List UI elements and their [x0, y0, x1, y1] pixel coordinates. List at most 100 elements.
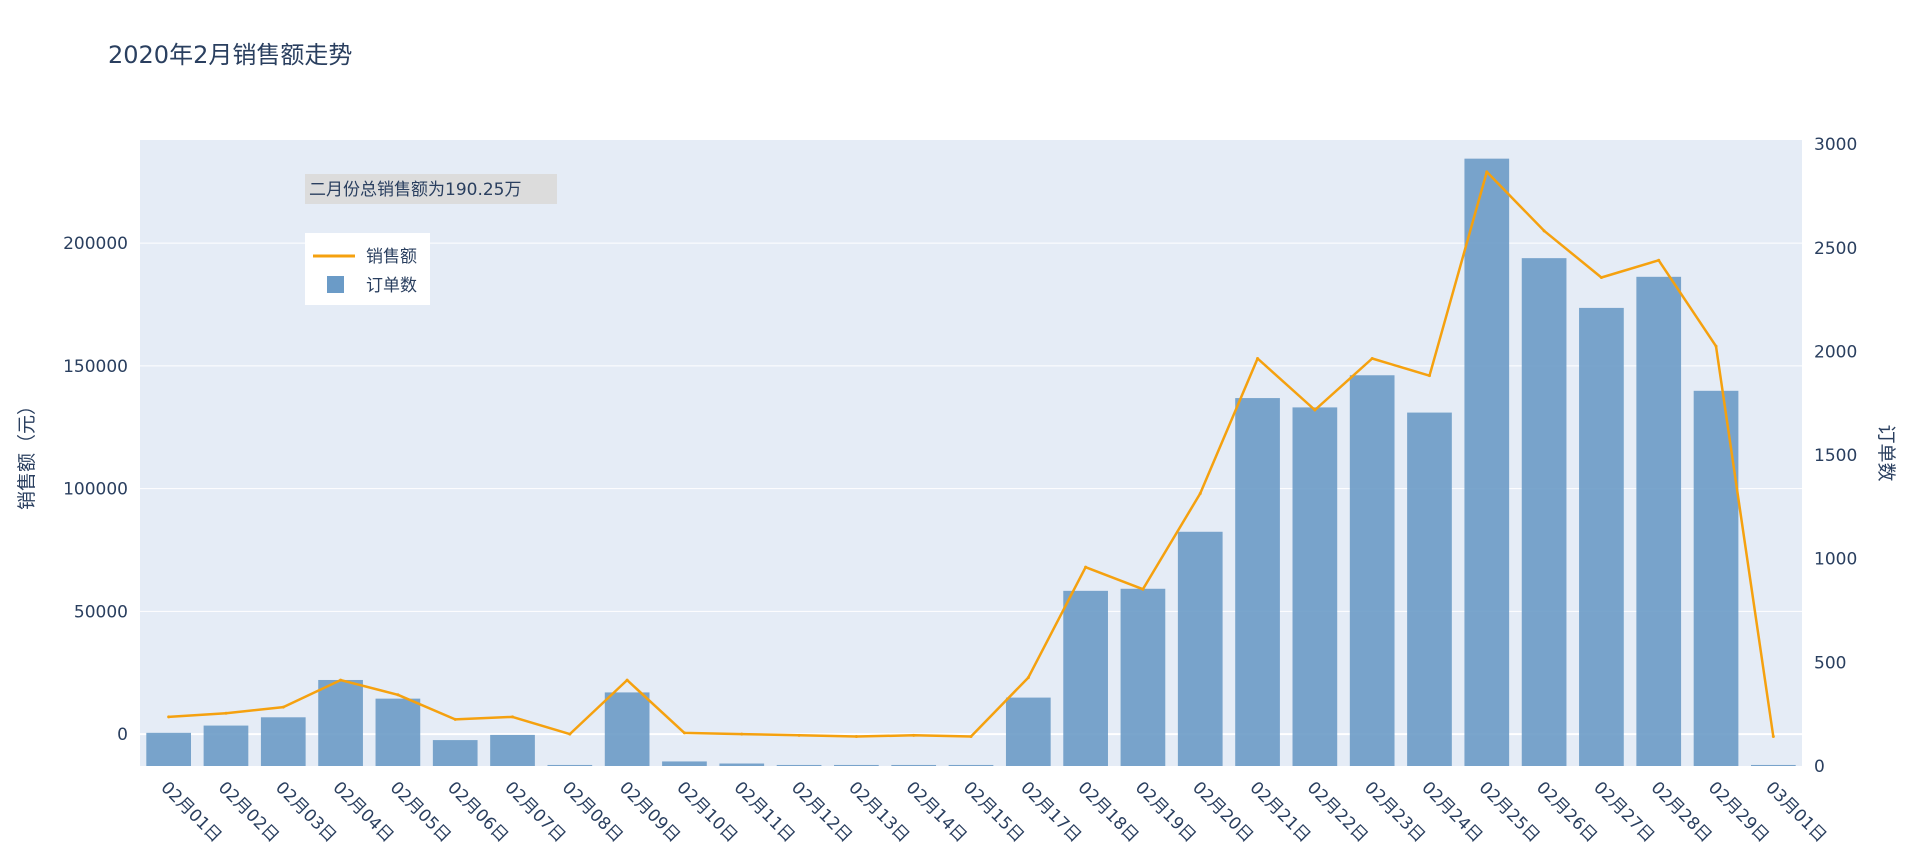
x-tick-label-02月29日: 02月29日	[1704, 778, 1773, 847]
bar-02月07日	[490, 734, 535, 766]
bar-02月27日	[1579, 307, 1624, 766]
bar-02月09日	[604, 692, 650, 766]
sales-point-02月10日	[682, 731, 686, 735]
sales-point-02月05日	[396, 693, 400, 697]
sales-point-02月19日	[1141, 587, 1145, 591]
x-tick-label-02月04日: 02月04日	[329, 778, 398, 847]
x-tick-label-02月22日: 02月22日	[1303, 778, 1372, 847]
sales-point-02月11日	[740, 732, 744, 736]
chart-title: 2020年2月销售额走势	[108, 41, 352, 69]
bar-02月02日	[203, 725, 249, 766]
x-tick-label-02月19日: 02月19日	[1131, 778, 1200, 847]
sales-point-02月03日	[281, 705, 285, 709]
sales-point-02月09日	[625, 678, 629, 682]
bar-02月13日	[834, 764, 879, 766]
x-tick-label-02月10日: 02月10日	[672, 778, 741, 847]
x-tick-label-02月26日: 02月26日	[1532, 778, 1601, 847]
bar-02月22日	[1292, 407, 1338, 766]
x-tick-label-02月05日: 02月05日	[386, 778, 455, 847]
sales-point-02月24日	[1427, 374, 1431, 378]
x-tick-label-02月28日: 02月28日	[1647, 778, 1716, 847]
right-tick-label-1500: 1500	[1814, 446, 1857, 466]
bar-02月26日	[1521, 258, 1567, 766]
x-tick-label-02月09日: 02月09日	[615, 778, 684, 847]
x-tick-label-02月06日: 02月06日	[443, 778, 512, 847]
bar-02月08日	[547, 764, 593, 766]
sales-point-02月29日	[1714, 344, 1718, 348]
annotation-box: 二月份总销售额为190.25万	[305, 174, 557, 204]
bar-02月11日	[719, 763, 765, 766]
right-tick-label-3000: 3000	[1814, 135, 1857, 155]
x-tick-label-02月23日: 02月23日	[1360, 778, 1429, 847]
annotation-background	[305, 174, 557, 204]
bar-02月01日	[146, 732, 192, 766]
bar-02月03日	[260, 717, 306, 766]
sales-point-02月26日	[1542, 229, 1546, 233]
bar-02月17日	[1005, 697, 1051, 766]
legend[interactable]: 销售额 订单数	[305, 233, 430, 305]
sales-point-02月18日	[1084, 565, 1088, 569]
x-tick-label-02月20日: 02月20日	[1188, 778, 1257, 847]
bar-02月06日	[432, 740, 478, 766]
sales-point-02月06日	[453, 717, 457, 721]
legend-item-orders[interactable]: 订单数	[327, 276, 417, 296]
bar-02月04日	[318, 679, 363, 766]
left-tick-label-100000: 100000	[63, 480, 128, 500]
x-tick-label-02月18日: 02月18日	[1074, 778, 1143, 847]
bar-02月24日	[1407, 412, 1452, 766]
sales-point-02月02日	[224, 711, 228, 715]
line-series-sales	[167, 170, 1775, 739]
bar-02月05日	[375, 698, 421, 766]
legend-label-sales: 销售额	[366, 247, 417, 267]
left-axis-ticks: 0 50000 100000 150000 200000	[63, 234, 128, 745]
right-tick-label-0: 0	[1814, 757, 1825, 777]
sales-point-02月15日	[969, 735, 973, 739]
left-tick-label-50000: 50000	[74, 602, 128, 622]
left-tick-label-200000: 200000	[63, 234, 128, 254]
sales-point-02月23日	[1370, 356, 1374, 360]
legend-item-sales[interactable]: 销售额	[313, 247, 417, 267]
bar-02月20日	[1177, 531, 1223, 766]
bar-02月18日	[1063, 590, 1108, 766]
left-axis-title: 销售额（元）	[16, 396, 38, 510]
right-axis-ticks: 0 500 1000 1500 2000 2500 3000	[1814, 135, 1857, 777]
x-tick-label-02月03日: 02月03日	[271, 778, 340, 847]
sales-point-02月01日	[167, 715, 171, 719]
x-tick-label-02月12日: 02月12日	[787, 778, 856, 847]
sales-point-02月25日	[1485, 170, 1489, 174]
bar-03月01日	[1750, 764, 1796, 766]
bar-02月25日	[1464, 158, 1510, 766]
left-tick-label-0: 0	[117, 725, 128, 745]
sales-point-02月21日	[1256, 356, 1260, 360]
right-tick-label-1000: 1000	[1814, 550, 1857, 570]
sales-point-02月07日	[511, 715, 515, 719]
x-tick-label-02月27日: 02月27日	[1589, 778, 1658, 847]
bar-02月21日	[1235, 398, 1280, 766]
x-tick-label-02月15日: 02月15日	[959, 778, 1028, 847]
x-tick-label-02月02日: 02月02日	[214, 778, 283, 847]
right-tick-label-2500: 2500	[1814, 239, 1857, 259]
x-tick-label-03月01日: 03月01日	[1761, 778, 1830, 847]
sales-point-02月27日	[1599, 275, 1603, 279]
x-tick-label-02月08日: 02月08日	[558, 778, 627, 847]
bar-02月14日	[891, 764, 937, 766]
x-tick-label-02月14日: 02月14日	[902, 778, 971, 847]
left-tick-label-150000: 150000	[63, 357, 128, 377]
bar-02月23日	[1349, 375, 1395, 766]
sales-point-02月17日	[1026, 676, 1030, 680]
annotation-text: 二月份总销售额为190.25万	[309, 180, 521, 200]
x-tick-label-02月25日: 02月25日	[1475, 778, 1544, 847]
legend-label-orders: 订单数	[366, 276, 417, 296]
x-tick-label-02月17日: 02月17日	[1016, 778, 1085, 847]
sales-point-02月13日	[854, 735, 858, 739]
bar-02月15日	[948, 764, 994, 766]
sales-point-02月12日	[797, 733, 801, 737]
right-tick-label-500: 500	[1814, 653, 1846, 673]
bar-02月10日	[662, 761, 707, 766]
x-tick-label-02月01日: 02月01日	[157, 778, 226, 847]
bar-series-orders	[146, 158, 1796, 766]
legend-background	[305, 233, 430, 305]
